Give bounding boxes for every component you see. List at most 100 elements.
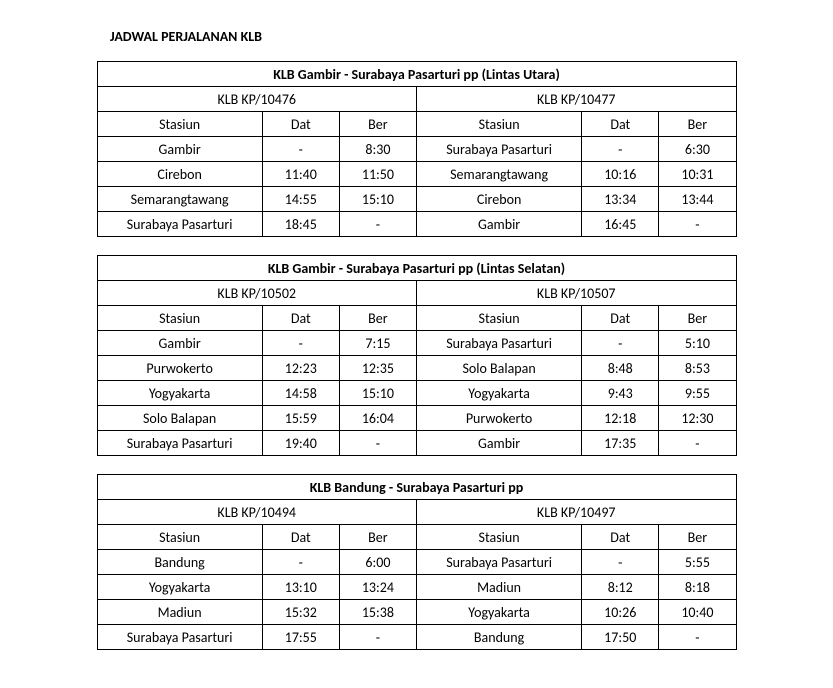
- ber-cell: 5:55: [659, 550, 736, 575]
- dat-cell: -: [262, 550, 339, 575]
- col-header-stasiun: Stasiun: [416, 112, 581, 137]
- col-header-ber: Ber: [659, 525, 736, 550]
- ber-cell: -: [339, 625, 416, 650]
- ber-cell: 5:10: [659, 331, 736, 356]
- station-cell: Yogyakarta: [97, 575, 262, 600]
- station-cell: Bandung: [416, 625, 581, 650]
- station-cell: Cirebon: [416, 187, 581, 212]
- dat-cell: 17:50: [582, 625, 659, 650]
- dat-cell: 10:16: [582, 162, 659, 187]
- table-row: Bandung-6:00Surabaya Pasarturi-5:55: [97, 550, 736, 575]
- tables-container: KLB Gambir - Surabaya Pasarturi pp (Lint…: [40, 61, 793, 650]
- table-row: Surabaya Pasarturi19:40-Gambir17:35-: [97, 431, 736, 456]
- train-code-right: KLB KP/10477: [416, 87, 736, 112]
- dat-cell: 17:35: [582, 431, 659, 456]
- train-code-left: KLB KP/10502: [97, 281, 416, 306]
- col-header-ber: Ber: [659, 306, 736, 331]
- station-cell: Surabaya Pasarturi: [416, 137, 581, 162]
- train-code-left: KLB KP/10476: [97, 87, 416, 112]
- ber-cell: -: [659, 212, 736, 237]
- table-row: Solo Balapan15:5916:04Purwokerto12:1812:…: [97, 406, 736, 431]
- col-header-stasiun: Stasiun: [97, 306, 262, 331]
- table-row: Surabaya Pasarturi17:55-Bandung17:50-: [97, 625, 736, 650]
- col-header-ber: Ber: [339, 306, 416, 331]
- ber-cell: -: [339, 212, 416, 237]
- ber-cell: 6:30: [659, 137, 736, 162]
- dat-cell: -: [582, 550, 659, 575]
- route-header: KLB Bandung - Surabaya Pasarturi pp: [97, 475, 736, 500]
- col-header-stasiun: Stasiun: [97, 112, 262, 137]
- dat-cell: 9:43: [582, 381, 659, 406]
- station-cell: Yogyakarta: [97, 381, 262, 406]
- dat-cell: 11:40: [262, 162, 339, 187]
- train-code-left: KLB KP/10494: [97, 500, 416, 525]
- dat-cell: 14:58: [262, 381, 339, 406]
- station-cell: Bandung: [97, 550, 262, 575]
- schedule-table: KLB Gambir - Surabaya Pasarturi pp (Lint…: [97, 255, 737, 456]
- table-row: Purwokerto12:2312:35Solo Balapan8:488:53: [97, 356, 736, 381]
- station-cell: Solo Balapan: [97, 406, 262, 431]
- ber-cell: 8:18: [659, 575, 736, 600]
- table-row: Semarangtawang14:5515:10Cirebon13:3413:4…: [97, 187, 736, 212]
- ber-cell: 12:30: [659, 406, 736, 431]
- ber-cell: -: [339, 431, 416, 456]
- dat-cell: 16:45: [582, 212, 659, 237]
- col-header-stasiun: Stasiun: [97, 525, 262, 550]
- station-cell: Purwokerto: [416, 406, 581, 431]
- ber-cell: 10:31: [659, 162, 736, 187]
- station-cell: Gambir: [416, 431, 581, 456]
- col-header-dat: Dat: [262, 112, 339, 137]
- schedule-table: KLB Bandung - Surabaya Pasarturi ppKLB K…: [97, 474, 737, 650]
- dat-cell: 19:40: [262, 431, 339, 456]
- dat-cell: 8:12: [582, 575, 659, 600]
- station-cell: Surabaya Pasarturi: [97, 212, 262, 237]
- ber-cell: 15:38: [339, 600, 416, 625]
- dat-cell: 10:26: [582, 600, 659, 625]
- station-cell: Cirebon: [97, 162, 262, 187]
- dat-cell: 15:59: [262, 406, 339, 431]
- dat-cell: -: [582, 331, 659, 356]
- col-header-dat: Dat: [262, 306, 339, 331]
- ber-cell: 15:10: [339, 187, 416, 212]
- ber-cell: 10:40: [659, 600, 736, 625]
- ber-cell: -: [659, 431, 736, 456]
- station-cell: Purwokerto: [97, 356, 262, 381]
- ber-cell: 9:55: [659, 381, 736, 406]
- table-row: Gambir-8:30Surabaya Pasarturi-6:30: [97, 137, 736, 162]
- table-row: Surabaya Pasarturi18:45-Gambir16:45-: [97, 212, 736, 237]
- dat-cell: 14:55: [262, 187, 339, 212]
- dat-cell: 13:34: [582, 187, 659, 212]
- station-cell: Semarangtawang: [97, 187, 262, 212]
- station-cell: Gambir: [416, 212, 581, 237]
- dat-cell: -: [582, 137, 659, 162]
- dat-cell: 12:18: [582, 406, 659, 431]
- station-cell: Surabaya Pasarturi: [416, 550, 581, 575]
- ber-cell: 15:10: [339, 381, 416, 406]
- schedule-table: KLB Gambir - Surabaya Pasarturi pp (Lint…: [97, 61, 737, 237]
- station-cell: Semarangtawang: [416, 162, 581, 187]
- table-row: Cirebon11:4011:50Semarangtawang10:1610:3…: [97, 162, 736, 187]
- station-cell: Gambir: [97, 331, 262, 356]
- col-header-dat: Dat: [262, 525, 339, 550]
- train-code-right: KLB KP/10507: [416, 281, 736, 306]
- col-header-ber: Ber: [339, 525, 416, 550]
- col-header-ber: Ber: [339, 112, 416, 137]
- ber-cell: 13:24: [339, 575, 416, 600]
- dat-cell: 17:55: [262, 625, 339, 650]
- ber-cell: 7:15: [339, 331, 416, 356]
- dat-cell: 18:45: [262, 212, 339, 237]
- ber-cell: 16:04: [339, 406, 416, 431]
- col-header-dat: Dat: [582, 525, 659, 550]
- dat-cell: -: [262, 331, 339, 356]
- col-header-dat: Dat: [582, 306, 659, 331]
- ber-cell: 13:44: [659, 187, 736, 212]
- table-row: Gambir-7:15Surabaya Pasarturi-5:10: [97, 331, 736, 356]
- col-header-stasiun: Stasiun: [416, 306, 581, 331]
- station-cell: Surabaya Pasarturi: [97, 625, 262, 650]
- route-header: KLB Gambir - Surabaya Pasarturi pp (Lint…: [97, 256, 736, 281]
- dat-cell: 13:10: [262, 575, 339, 600]
- col-header-dat: Dat: [582, 112, 659, 137]
- table-row: Yogyakarta14:5815:10Yogyakarta9:439:55: [97, 381, 736, 406]
- station-cell: Yogyakarta: [416, 600, 581, 625]
- station-cell: Solo Balapan: [416, 356, 581, 381]
